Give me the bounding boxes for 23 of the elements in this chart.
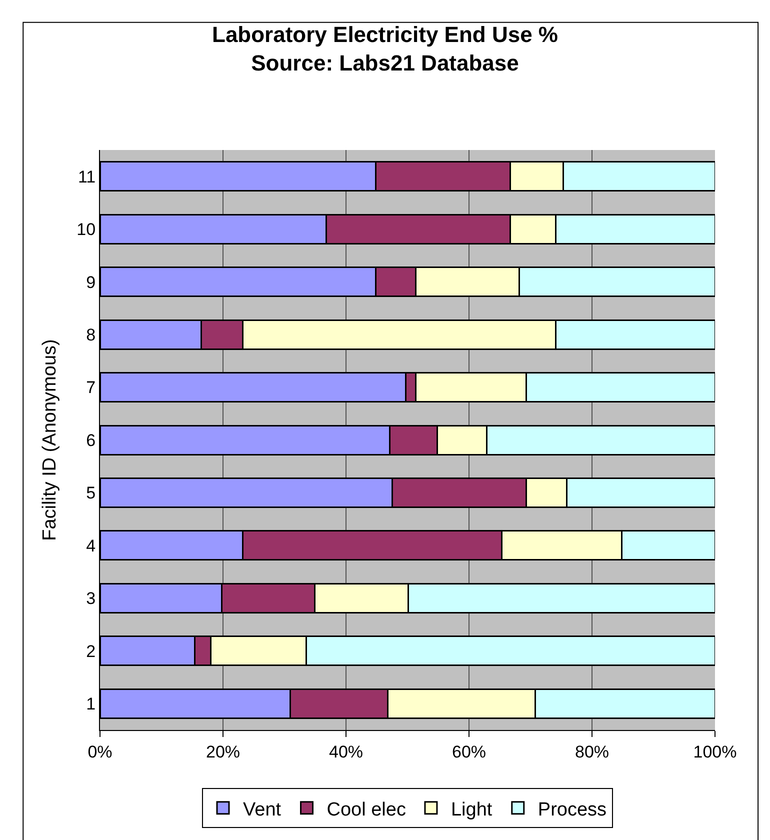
y-tick-label: 10 — [76, 220, 96, 240]
y-tick-label: 4 — [86, 536, 96, 556]
y-tick-label: 11 — [78, 167, 96, 186]
x-tick-label: 0% — [88, 742, 112, 762]
x-tick-label: 80% — [574, 742, 610, 762]
chart-title: Laboratory Electricity End Use % Source: Labs21 Database — [212, 22, 558, 76]
y-tick-label: 5 — [86, 484, 96, 503]
y-tick-label: 1 — [86, 694, 96, 714]
legend-label: Process — [538, 799, 607, 820]
y-tick-label: 9 — [86, 272, 96, 292]
x-tick-label: 60% — [452, 742, 486, 762]
legend-label: Vent — [243, 799, 282, 820]
legend-label: Light — [450, 799, 493, 820]
y-tick-label: 6 — [86, 430, 96, 450]
y-axis-title: Facility ID (Anonymous) — [40, 339, 61, 541]
x-tick-label: 40% — [328, 742, 364, 762]
y-tick-label: 2 — [86, 642, 96, 661]
y-tick-label: 3 — [86, 589, 96, 608]
x-tick-label: 100% — [693, 742, 737, 762]
legend-label: Cool elec — [326, 799, 406, 820]
y-tick-label: 8 — [86, 326, 96, 344]
y-tick-label: 7 — [86, 378, 96, 398]
x-tick-label: 20% — [206, 742, 240, 762]
